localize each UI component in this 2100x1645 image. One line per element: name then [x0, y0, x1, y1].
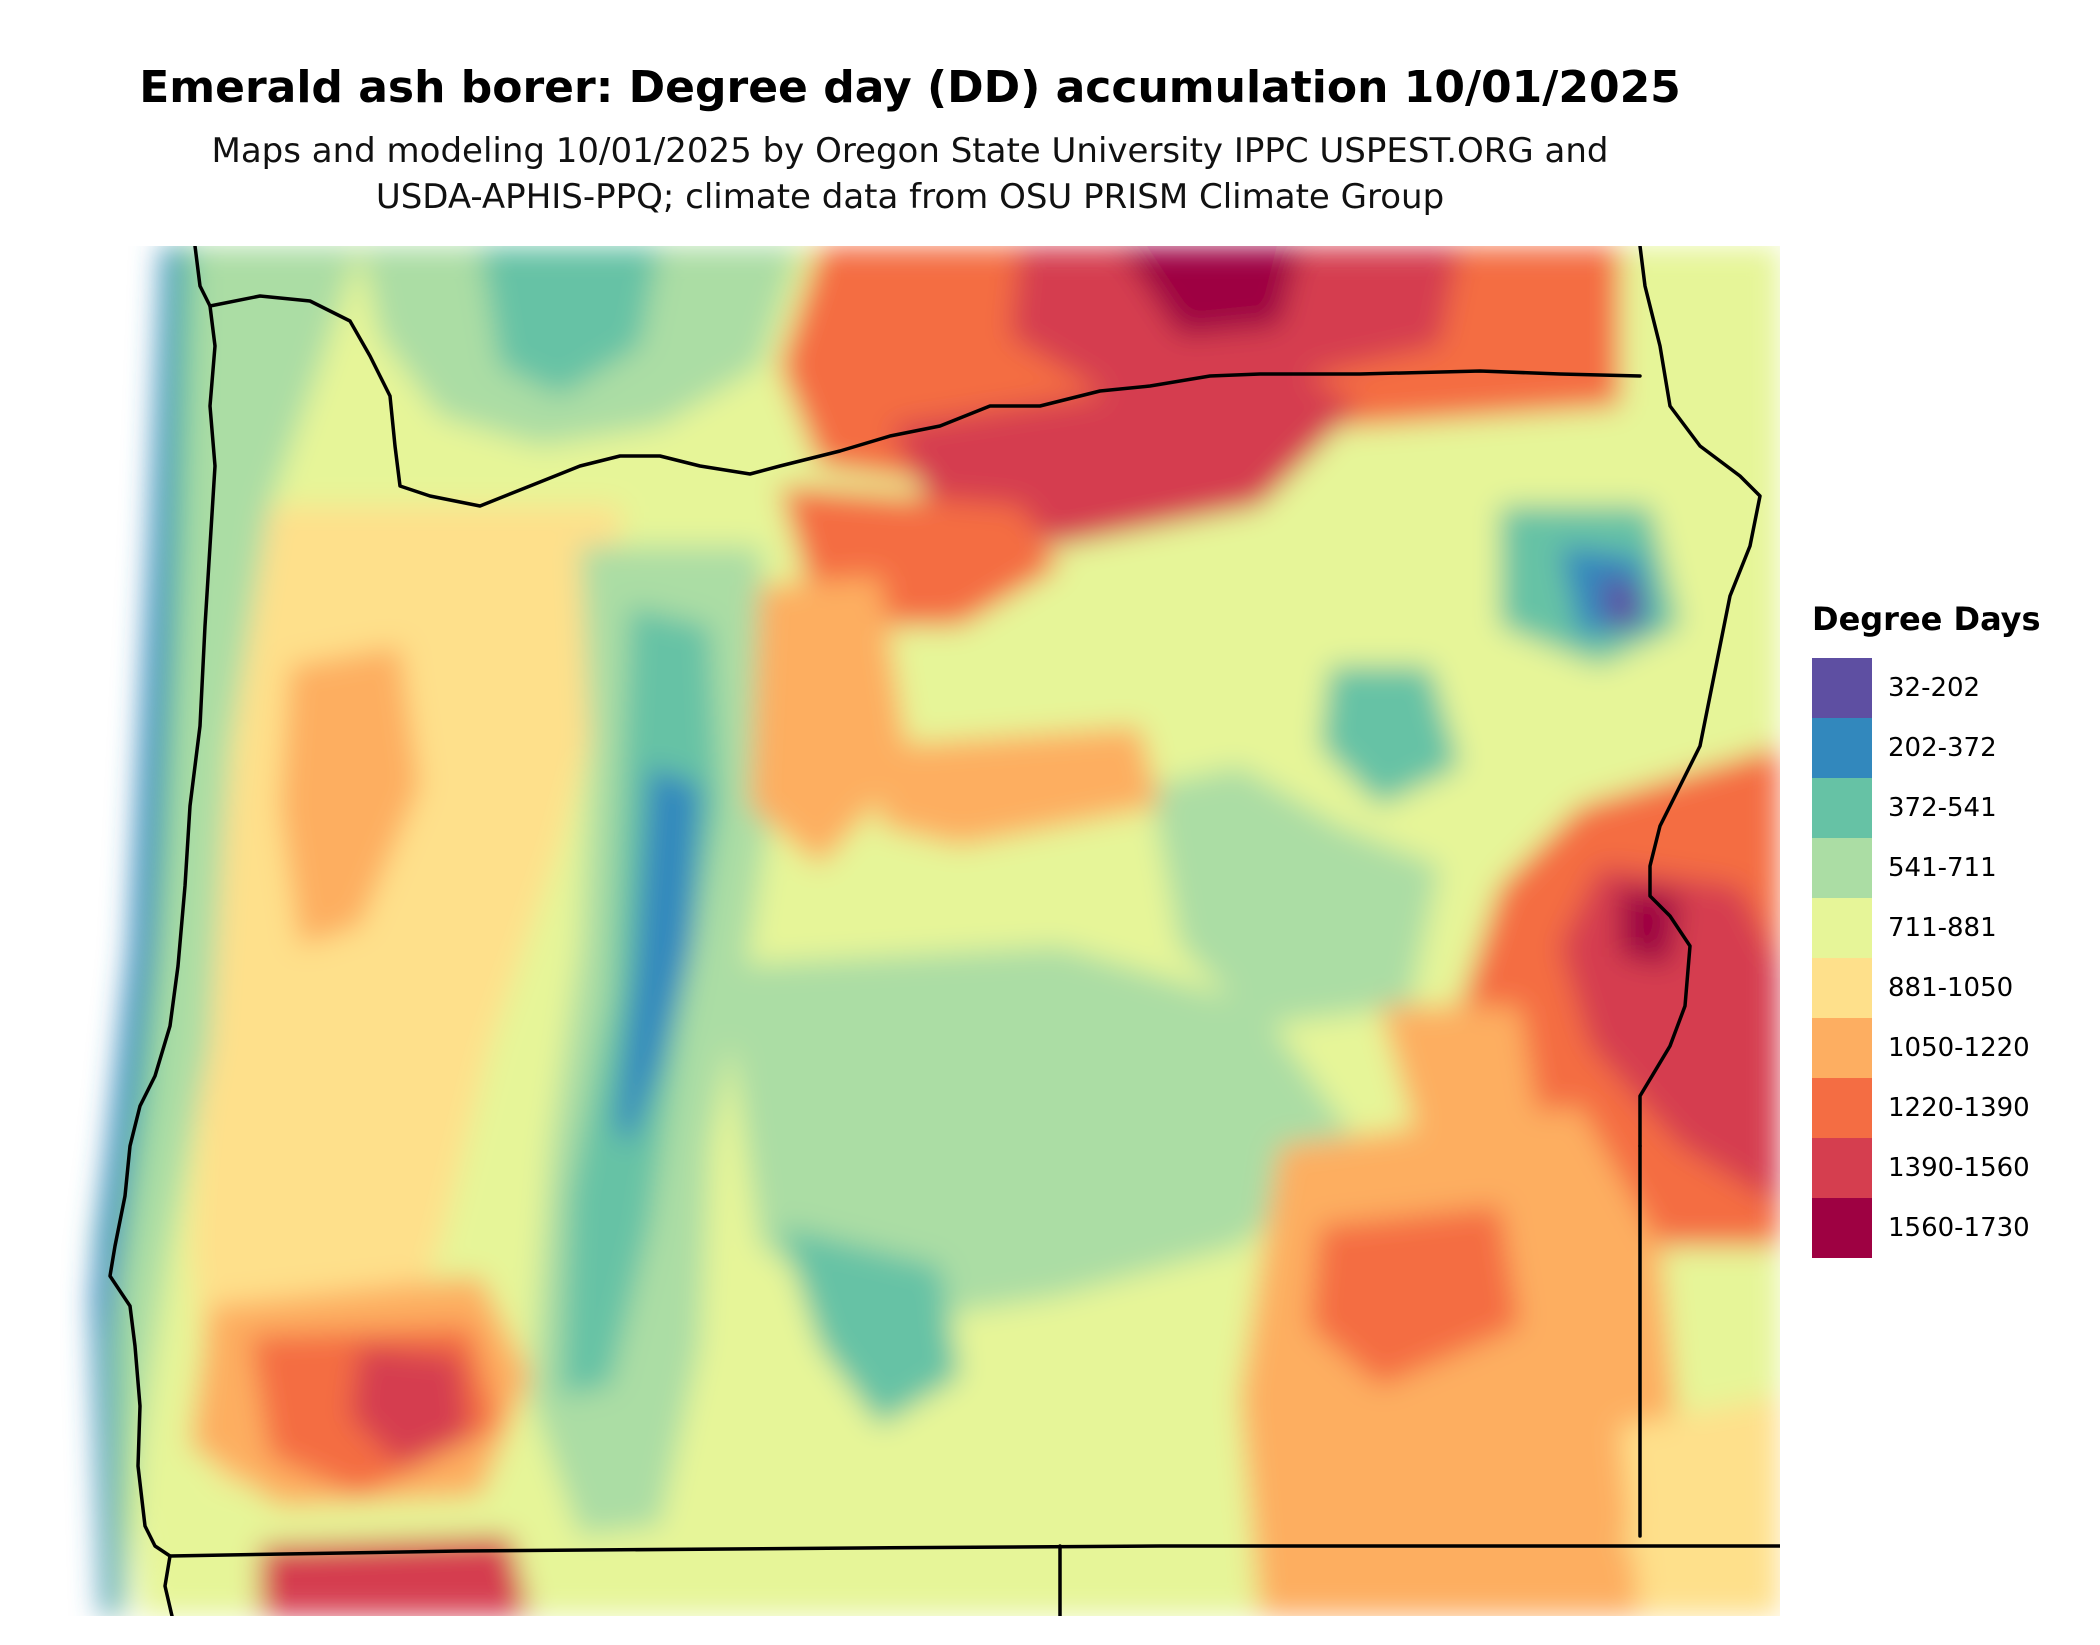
- map-zone-columbia-gorge: [890, 366, 1360, 546]
- map-zone-john-day-valley: [880, 726, 1160, 846]
- legend-item-32-202: 32-202: [1812, 658, 2041, 718]
- legend-label: 1390-1560: [1888, 1153, 2030, 1183]
- legend-item-1560-1730: 1560-1730: [1812, 1198, 2041, 1258]
- map-zone-blue-mountains-ring: [1150, 766, 1440, 1026]
- map-zone-fort-rock-patch: [780, 1226, 960, 1426]
- legend-swatch: [1812, 778, 1872, 838]
- legend-label: 32-202: [1888, 673, 1981, 703]
- subtitle-line-1: Maps and modeling 10/01/2025 by Oregon S…: [211, 131, 1609, 171]
- map-zone-central-desert-cool: [720, 946, 1360, 1326]
- legend-title: Degree Days: [1812, 600, 2041, 638]
- legend: Degree Days 32-202 202-372 372-541 541-7…: [1812, 600, 2041, 1258]
- map-zone-northwest-mountains: [480, 246, 660, 396]
- map-zone-columbia-basin-hotspot: [1120, 246, 1300, 336]
- legend-item-881-1050: 881-1050: [1812, 958, 2041, 1018]
- legend-label: 541-711: [1888, 853, 1997, 883]
- map-title: Emerald ash borer: Degree day (DD) accum…: [139, 62, 1681, 113]
- map-subtitle: Maps and modeling 10/01/2025 by Oregon S…: [0, 128, 1820, 220]
- legend-label: 1220-1390: [1888, 1093, 2030, 1123]
- legend-swatch: [1812, 838, 1872, 898]
- legend-swatch: [1812, 1198, 1872, 1258]
- legend-label: 711-881: [1888, 913, 1997, 943]
- columbia-river-wa-or-border: [208, 294, 1642, 508]
- legend-item-372-541: 372-541: [1812, 778, 2041, 838]
- map-zone-siskiyou-north-ca: [260, 1536, 530, 1616]
- map-zone-coastline-cool: [92, 246, 176, 1616]
- legend-item-1050-1220: 1050-1220: [1812, 1018, 2041, 1078]
- coastline: [108, 246, 217, 1616]
- map-zone-snake-river-hotspot: [1620, 886, 1680, 966]
- degree-day-map: [60, 246, 1780, 1616]
- legend-label: 881-1050: [1888, 973, 2014, 1003]
- legend-item-711-881: 711-881: [1812, 898, 2041, 958]
- legend-swatch: [1812, 1018, 1872, 1078]
- snake-river-or-id-border: [1638, 246, 1762, 1148]
- legend-label: 202-372: [1888, 733, 1997, 763]
- legend-label: 1560-1730: [1888, 1213, 2030, 1243]
- subtitle-line-2: USDA-APHIS-PPQ; climate data from OSU PR…: [375, 177, 1445, 217]
- legend-swatch: [1812, 898, 1872, 958]
- map-zone-cascade-peaks: [615, 766, 700, 1146]
- legend-label: 372-541: [1888, 793, 1997, 823]
- legend-swatch: [1812, 958, 1872, 1018]
- map-zone-central-cool-patch: [1320, 666, 1460, 806]
- legend-swatch: [1812, 658, 1872, 718]
- map-zone-southeast-warm-patch: [1310, 1206, 1520, 1386]
- map-zone-southeast-oregon: [1240, 1106, 1680, 1616]
- legend-swatch: [1812, 718, 1872, 778]
- map-zone-east-central-valley: [1380, 1006, 1540, 1146]
- map-zone-north-nevada: [1620, 1396, 1780, 1616]
- map-zone-deschutes-canyon: [750, 576, 910, 866]
- legend-item-541-711: 541-711: [1812, 838, 2041, 898]
- or-ca-nv-southern-border: [168, 1544, 1780, 1558]
- map-zone-rogue-hotspot: [350, 1346, 470, 1466]
- legend-label: 1050-1220: [1888, 1033, 2030, 1063]
- legend-item-1390-1560: 1390-1560: [1812, 1138, 2041, 1198]
- map-zone-snake-river-plain: [1560, 866, 1780, 1206]
- map-zone-western-warm-patch: [280, 646, 420, 946]
- legend-item-202-372: 202-372: [1812, 718, 2041, 778]
- legend-swatch: [1812, 1138, 1872, 1198]
- legend-item-1220-1390: 1220-1390: [1812, 1078, 2041, 1138]
- map-zone-wallowa-alpine: [1600, 576, 1640, 631]
- legend-swatch: [1812, 1078, 1872, 1138]
